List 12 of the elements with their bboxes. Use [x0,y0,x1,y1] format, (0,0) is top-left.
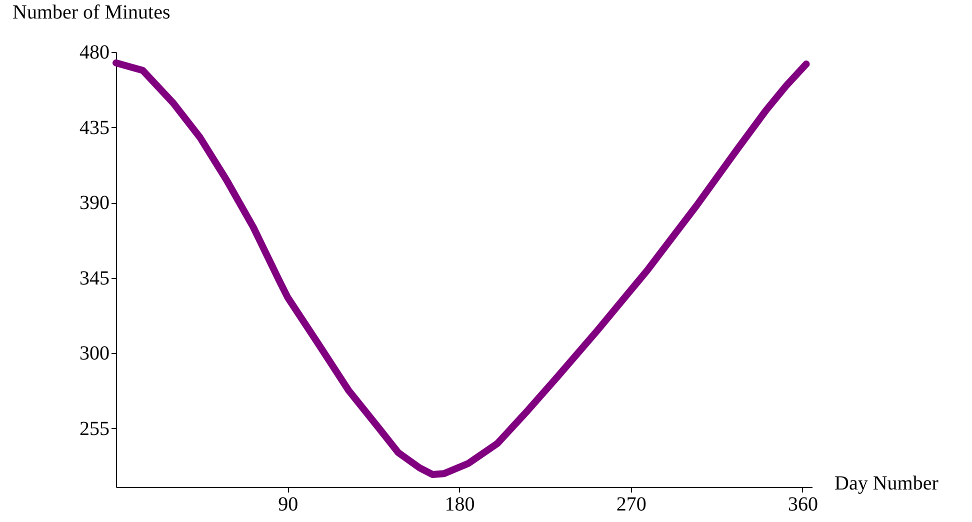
y-tick-label: 300 [80,342,110,365]
y-tick-label: 390 [80,192,110,214]
y-tick-label: 345 [80,267,110,290]
y-tick-label: 435 [80,116,110,139]
x-axis-title: Day Number [834,472,939,494]
y-tick-label: 480 [80,42,110,64]
x-tick-label: 270 [616,494,646,516]
y-axis-title: Number of Minutes [12,2,170,24]
y-tick-label: 255 [80,418,110,440]
x-tick-label: 360 [788,494,818,516]
x-tick-label: 90 [278,494,298,516]
x-tick-label: 180 [444,494,475,516]
